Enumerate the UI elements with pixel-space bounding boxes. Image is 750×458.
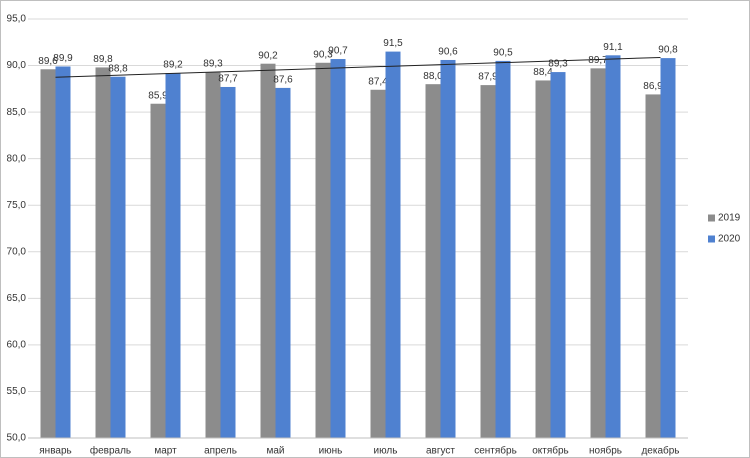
bar [425,84,441,438]
x-tick-label: ноябрь [589,445,622,457]
value-label: 89,8 [93,54,113,65]
bar [165,73,181,438]
value-label: 90,7 [328,46,348,57]
x-tick-label: сентябрь [474,445,517,457]
bar [385,51,401,438]
legend-label: 2019 [718,213,741,224]
bar [590,68,606,439]
bar [205,72,221,438]
bar [260,63,276,439]
value-label: 90,8 [658,45,678,56]
y-tick-label: 80,0 [7,153,27,164]
bar [220,86,236,439]
y-tick-label: 50,0 [7,433,27,444]
bar [330,59,346,438]
legend-swatch [708,214,715,222]
value-label: 91,5 [383,38,403,49]
x-tick-label: май [266,446,284,457]
legend-swatch [708,235,715,243]
bar [315,62,331,439]
x-tick-label: февраль [90,445,131,457]
y-tick-label: 70,0 [7,246,27,257]
x-tick-label: август [426,446,455,457]
value-label: 88,0 [423,71,443,82]
value-label: 90,5 [493,48,513,59]
value-label: 90,2 [258,50,278,61]
y-tick-label: 55,0 [7,386,27,397]
value-label: 87,9 [478,72,498,83]
bar [110,76,126,439]
value-label: 86,9 [643,81,663,92]
value-label: 87,7 [218,74,238,85]
value-label: 89,7 [588,55,608,66]
bar [605,55,621,439]
bar [150,103,166,438]
value-label: 89,2 [163,60,183,71]
bar [480,85,496,438]
bar [370,89,386,439]
bar [275,87,291,438]
value-label: 90,3 [313,49,333,60]
bar [40,69,56,438]
value-label: 88,4 [533,67,553,78]
x-tick-label: январь [39,446,71,457]
y-tick-label: 95,0 [7,14,27,25]
bar [660,58,676,439]
x-tick-label: июль [374,446,398,457]
y-tick-label: 60,0 [7,340,27,351]
value-label: 89,3 [548,59,568,70]
bar [495,60,511,439]
trend-line [55,56,661,78]
value-label: 91,1 [603,42,623,53]
x-tick-label: октябрь [532,445,569,457]
value-label: 85,9 [148,90,168,101]
bar [440,59,456,439]
x-tick-label: июнь [319,446,343,457]
value-label: 89,6 [38,56,58,67]
x-tick-label: декабрь [641,445,679,457]
x-tick-label: март [154,446,177,457]
bar [55,66,71,438]
value-label: 87,4 [368,76,388,87]
x-tick-label: апрель [204,446,237,457]
y-tick-label: 85,0 [7,107,27,118]
bar [95,67,111,438]
y-tick-label: 75,0 [7,200,27,211]
value-label: 89,3 [203,59,223,70]
value-label: 90,6 [438,47,458,58]
bar [550,72,566,438]
value-label: 89,9 [53,53,73,64]
value-label: 87,6 [273,75,293,86]
legend-label: 2020 [718,234,741,245]
y-tick-label: 65,0 [7,293,27,304]
bar [535,80,551,438]
y-tick-label: 90,0 [7,60,27,71]
value-label: 88,8 [108,63,128,74]
bar [645,94,661,439]
